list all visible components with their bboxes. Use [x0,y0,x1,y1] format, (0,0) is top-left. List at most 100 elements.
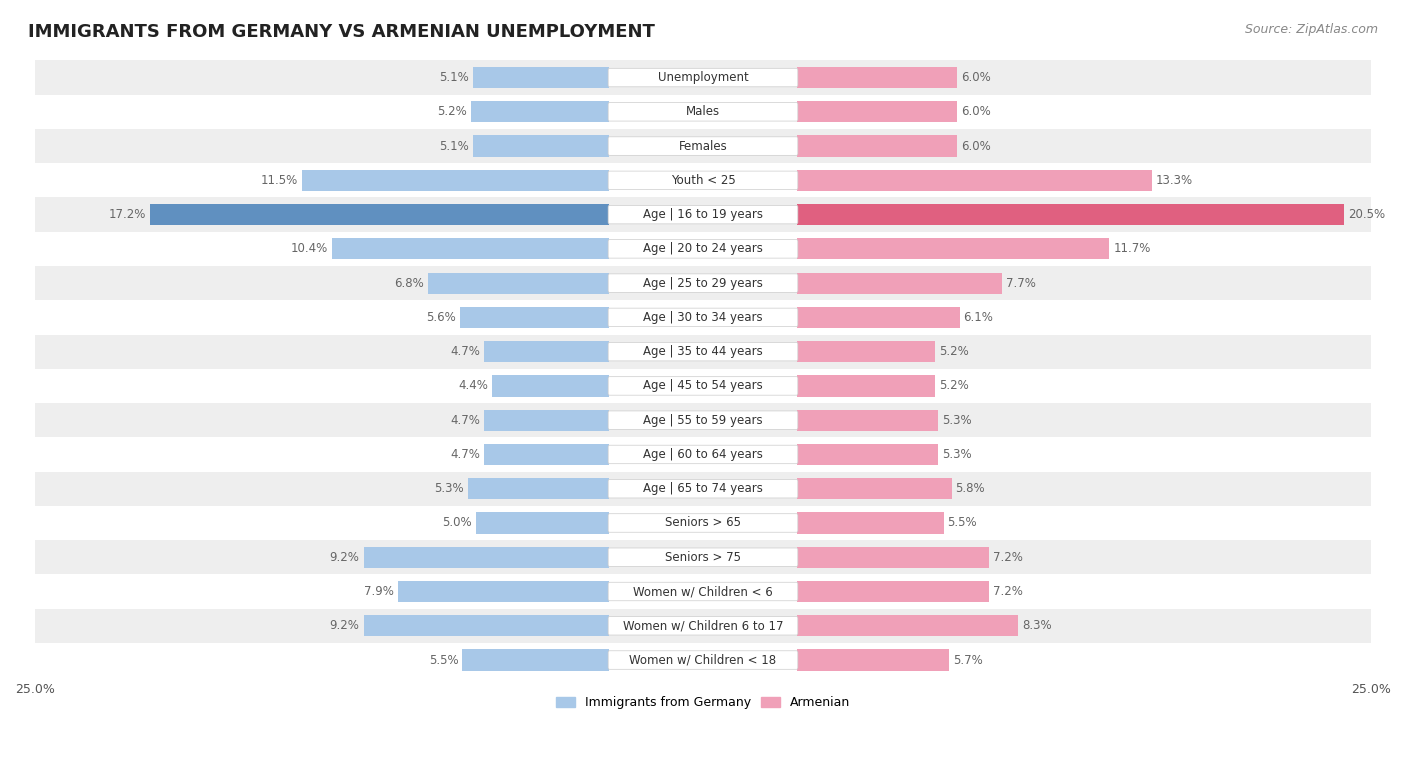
Bar [35,198,1371,232]
Text: 5.2%: 5.2% [437,105,467,118]
Text: 6.1%: 6.1% [963,311,994,324]
Text: 7.2%: 7.2% [993,585,1022,598]
Bar [797,341,935,363]
Bar [797,204,1344,226]
Bar [35,369,1371,403]
Bar [364,615,609,637]
FancyBboxPatch shape [609,479,797,498]
Bar [797,512,943,534]
Bar [35,129,1371,164]
Bar [484,341,609,363]
Bar [35,232,1371,266]
Bar [468,478,609,500]
Bar [35,506,1371,540]
FancyBboxPatch shape [609,137,797,155]
Bar [35,438,1371,472]
Text: Females: Females [679,139,727,153]
Bar [484,410,609,431]
Text: 6.0%: 6.0% [960,71,991,84]
FancyBboxPatch shape [609,411,797,429]
Text: 6.0%: 6.0% [960,105,991,118]
Text: 4.4%: 4.4% [458,379,488,392]
FancyBboxPatch shape [609,171,797,189]
Bar [35,164,1371,198]
Text: 5.5%: 5.5% [429,653,458,666]
Bar [35,61,1371,95]
FancyBboxPatch shape [609,377,797,395]
Text: Age | 16 to 19 years: Age | 16 to 19 years [643,208,763,221]
Text: 5.3%: 5.3% [942,413,972,427]
Text: 11.5%: 11.5% [262,174,298,187]
Text: Males: Males [686,105,720,118]
FancyBboxPatch shape [609,240,797,258]
Bar [332,238,609,260]
Text: 7.2%: 7.2% [993,551,1022,564]
Text: Source: ZipAtlas.com: Source: ZipAtlas.com [1244,23,1378,36]
Bar [474,67,609,88]
Bar [797,478,952,500]
Bar [150,204,609,226]
Bar [364,547,609,568]
Text: Age | 65 to 74 years: Age | 65 to 74 years [643,482,763,495]
Text: 5.8%: 5.8% [956,482,986,495]
Bar [797,650,949,671]
Bar [35,403,1371,438]
Text: 11.7%: 11.7% [1114,242,1150,255]
Text: 7.7%: 7.7% [1007,276,1036,290]
Text: 17.2%: 17.2% [108,208,146,221]
Text: Women w/ Children 6 to 17: Women w/ Children 6 to 17 [623,619,783,632]
Bar [35,301,1371,335]
Text: Age | 25 to 29 years: Age | 25 to 29 years [643,276,763,290]
Bar [797,170,1152,191]
Bar [797,444,938,465]
Bar [797,307,959,328]
Text: 9.2%: 9.2% [330,551,360,564]
Text: IMMIGRANTS FROM GERMANY VS ARMENIAN UNEMPLOYMENT: IMMIGRANTS FROM GERMANY VS ARMENIAN UNEM… [28,23,655,41]
Bar [35,266,1371,301]
Text: 5.2%: 5.2% [939,345,969,358]
FancyBboxPatch shape [609,514,797,532]
Bar [35,575,1371,609]
Text: Age | 30 to 34 years: Age | 30 to 34 years [643,311,763,324]
Text: 5.1%: 5.1% [440,139,470,153]
FancyBboxPatch shape [609,616,797,635]
Bar [797,273,1002,294]
Text: 4.7%: 4.7% [450,413,479,427]
Text: Age | 20 to 24 years: Age | 20 to 24 years [643,242,763,255]
Text: Women w/ Children < 18: Women w/ Children < 18 [630,653,776,666]
Text: 5.3%: 5.3% [942,448,972,461]
FancyBboxPatch shape [609,274,797,292]
FancyBboxPatch shape [609,68,797,87]
Text: 5.1%: 5.1% [440,71,470,84]
Bar [35,540,1371,575]
Bar [797,375,935,397]
Bar [797,136,957,157]
FancyBboxPatch shape [609,445,797,464]
Bar [797,410,938,431]
Text: 20.5%: 20.5% [1348,208,1385,221]
Text: 6.8%: 6.8% [394,276,423,290]
Text: Age | 55 to 59 years: Age | 55 to 59 years [643,413,763,427]
Bar [302,170,609,191]
Text: 5.5%: 5.5% [948,516,977,529]
Text: 10.4%: 10.4% [290,242,328,255]
Text: 4.7%: 4.7% [450,448,479,461]
FancyBboxPatch shape [609,651,797,669]
Legend: Immigrants from Germany, Armenian: Immigrants from Germany, Armenian [551,691,855,714]
Bar [475,512,609,534]
Text: Women w/ Children < 6: Women w/ Children < 6 [633,585,773,598]
Bar [460,307,609,328]
Bar [797,615,1018,637]
Bar [474,136,609,157]
Text: 4.7%: 4.7% [450,345,479,358]
Text: 5.0%: 5.0% [443,516,472,529]
Bar [35,472,1371,506]
FancyBboxPatch shape [609,342,797,361]
Text: 5.2%: 5.2% [939,379,969,392]
Bar [484,444,609,465]
Text: 7.9%: 7.9% [364,585,394,598]
Text: 8.3%: 8.3% [1022,619,1052,632]
Bar [797,581,988,602]
Bar [797,67,957,88]
Text: Age | 60 to 64 years: Age | 60 to 64 years [643,448,763,461]
